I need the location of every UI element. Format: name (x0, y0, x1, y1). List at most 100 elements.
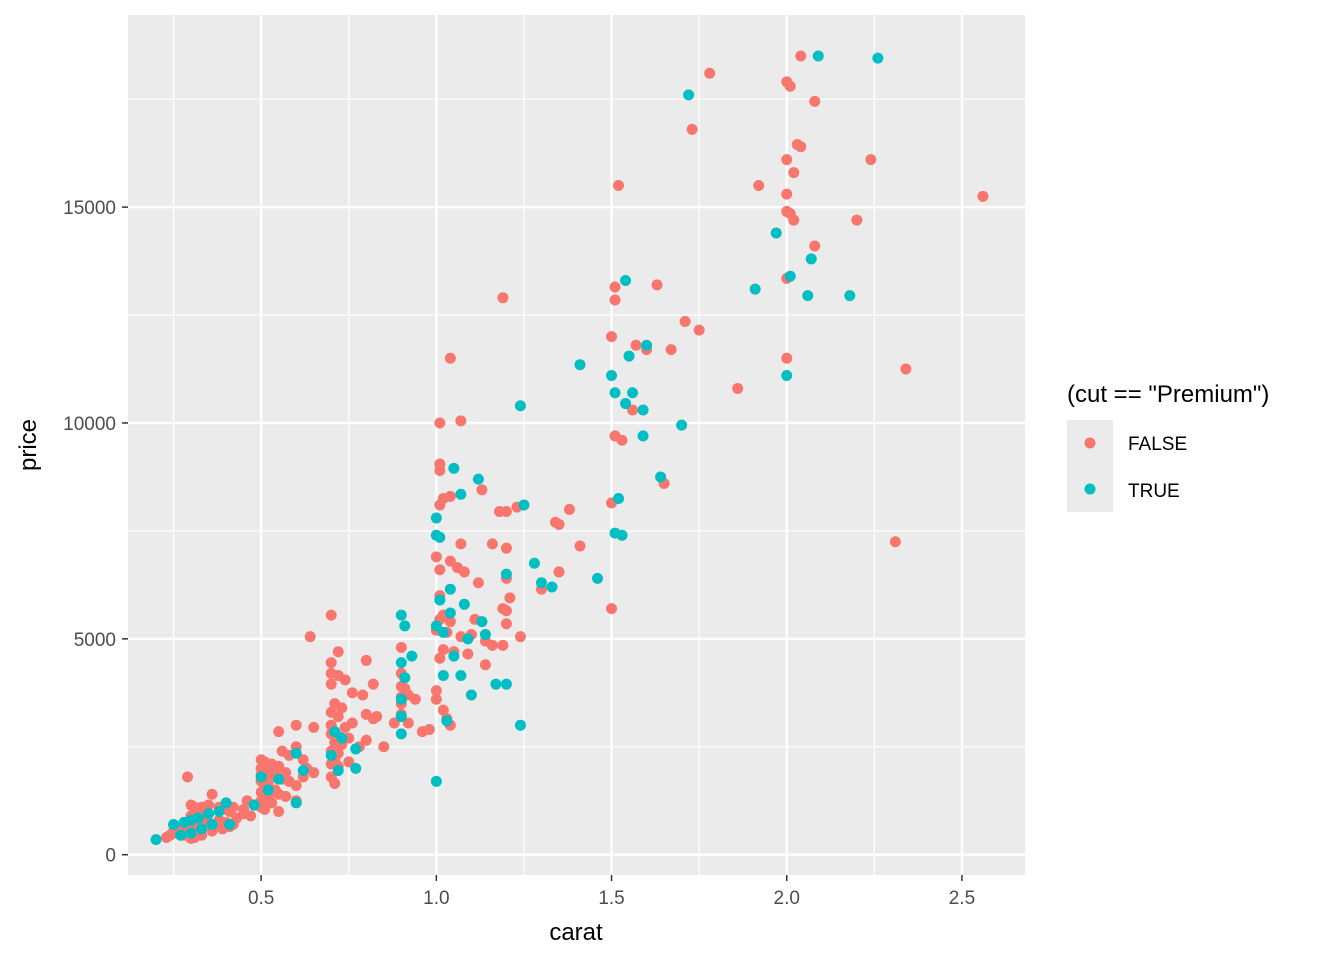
data-point-false (280, 790, 292, 802)
data-point-true (150, 834, 162, 846)
data-point-false (409, 693, 421, 705)
data-point-true (500, 678, 512, 690)
data-point-false (851, 214, 863, 226)
data-point-false (455, 538, 467, 550)
x-tick-label: 0.5 (248, 888, 274, 909)
data-point-false (297, 754, 309, 766)
data-point-true (448, 650, 460, 662)
data-point-true (395, 609, 407, 621)
y-tick-label: 15000 (63, 198, 116, 219)
data-point-true (399, 620, 411, 632)
data-point-true (637, 404, 649, 416)
data-point-false (500, 618, 512, 630)
data-point-true (430, 512, 442, 524)
data-point-true (623, 350, 635, 362)
data-point-false (346, 687, 358, 699)
y-tick-label: 5000 (74, 630, 116, 651)
data-point-false (367, 678, 379, 690)
data-point-false (434, 652, 446, 664)
data-point-true (206, 818, 218, 830)
data-point-true (637, 430, 649, 442)
data-point-false (430, 685, 442, 697)
data-point-true (812, 50, 824, 62)
data-point-true (872, 52, 884, 64)
data-point-false (357, 689, 369, 701)
data-point-true (655, 471, 667, 483)
legend-key-true (1084, 483, 1096, 495)
data-point-true (448, 462, 460, 474)
data-point-false (395, 641, 407, 653)
data-point-false (259, 803, 271, 815)
series-true-points (150, 50, 884, 846)
data-point-false (781, 352, 793, 364)
data-point-true (455, 488, 467, 500)
data-point-false (360, 734, 372, 746)
data-point-true (297, 765, 309, 777)
data-point-false (486, 639, 498, 651)
data-point-false (563, 503, 575, 515)
data-point-true (472, 473, 484, 485)
data-point-false (630, 339, 642, 351)
data-point-false (206, 788, 218, 800)
data-point-false (889, 536, 901, 548)
data-point-true (514, 400, 526, 412)
data-point-false (606, 603, 618, 615)
data-point-true (255, 771, 267, 783)
data-point-true (325, 749, 337, 761)
data-point-false (900, 363, 912, 375)
data-point-true (441, 715, 453, 727)
data-point-false (665, 344, 677, 356)
data-point-true (620, 398, 632, 410)
data-point-false (809, 95, 821, 107)
data-point-false (182, 771, 194, 783)
data-point-true (262, 784, 274, 796)
data-point-false (514, 631, 526, 643)
data-point-true (290, 747, 302, 759)
data-point-false (434, 499, 446, 511)
data-point-false (360, 654, 372, 666)
data-point-true (514, 719, 526, 731)
data-point-false (553, 566, 565, 578)
data-point-false (273, 726, 285, 738)
data-point-true (434, 594, 446, 606)
legend-title: (cut == "Premium") (1067, 381, 1269, 408)
data-point-false (290, 719, 302, 731)
data-point-false (332, 711, 344, 723)
data-point-false (444, 352, 456, 364)
data-point-true (395, 693, 407, 705)
data-point-true (479, 629, 491, 641)
plot-panel (128, 15, 1025, 875)
data-point-false (977, 190, 989, 202)
data-point-true (444, 583, 456, 595)
data-point-false (161, 831, 173, 843)
data-point-true (178, 816, 190, 828)
y-axis-title: price (15, 419, 42, 471)
data-point-true (616, 529, 628, 541)
data-point-false (609, 294, 621, 306)
data-point-false (455, 415, 467, 427)
legend-label-true: TRUE (1128, 481, 1180, 502)
data-point-false (339, 721, 351, 733)
data-point-false (434, 564, 446, 576)
data-point-false (437, 704, 449, 716)
data-point-false (788, 167, 800, 179)
data-point-true (784, 270, 796, 282)
data-point-false (686, 123, 698, 135)
data-point-false (304, 631, 316, 643)
data-point-true (273, 773, 285, 785)
data-point-true (844, 290, 856, 302)
data-point-true (627, 387, 639, 399)
data-point-false (609, 281, 621, 293)
legend-key-false (1084, 437, 1096, 449)
data-point-true (546, 581, 558, 593)
x-tick-label: 2.5 (949, 888, 975, 909)
data-point-true (609, 387, 621, 399)
data-point-false (616, 434, 628, 446)
data-point-false (865, 154, 877, 166)
data-point-false (693, 324, 705, 336)
data-point-true (518, 499, 530, 511)
data-point-false (486, 538, 498, 550)
data-point-true (224, 818, 236, 830)
data-point-false (479, 659, 491, 671)
legend: (cut == "Premium") FALSE TRUE (1067, 381, 1269, 512)
